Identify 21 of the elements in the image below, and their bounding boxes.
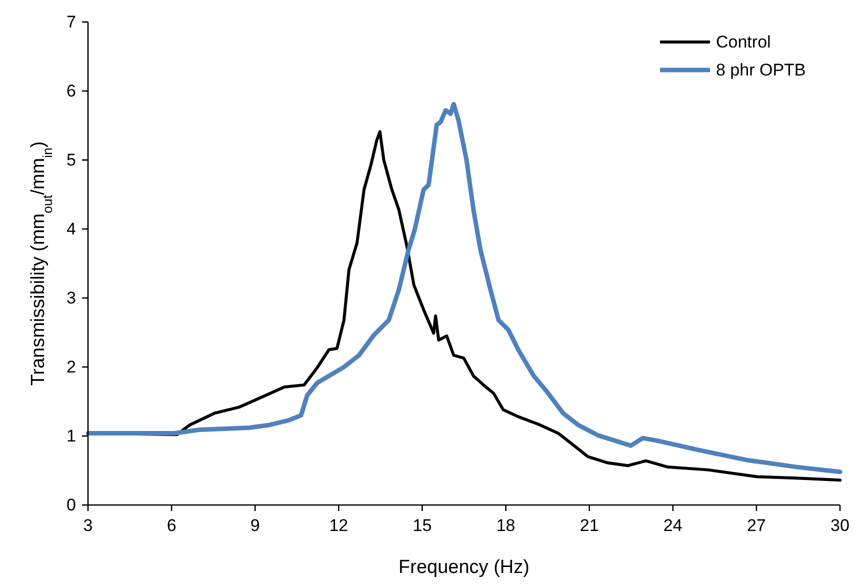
x-tick-label: 6 <box>166 516 176 535</box>
x-tick-label: 30 <box>830 516 850 535</box>
x-tick-label: 18 <box>496 516 516 535</box>
y-tick-label: 6 <box>66 82 76 100</box>
x-tick-label: 9 <box>250 516 260 535</box>
y-tick-label: 0 <box>66 496 76 514</box>
legend-label: 8 phr OPTB <box>716 60 806 80</box>
x-tick-label: 12 <box>329 516 348 535</box>
y-tick-label: 5 <box>66 150 76 170</box>
legend-label: Control <box>716 32 771 52</box>
y-tick-label: 2 <box>66 358 76 376</box>
x-axis-title: Frequency (Hz) <box>398 557 530 578</box>
y-tick-label: 1 <box>66 426 76 446</box>
x-tick-label: 3 <box>83 516 93 535</box>
y-tick-label: 4 <box>66 220 76 238</box>
y-tick-label: 3 <box>66 288 76 308</box>
x-tick-label: 21 <box>580 516 599 535</box>
x-tick-label: 15 <box>412 516 432 535</box>
y-tick-label: 7 <box>66 12 76 32</box>
x-tick-label: 24 <box>663 516 682 535</box>
x-tick-label: 27 <box>746 516 766 535</box>
